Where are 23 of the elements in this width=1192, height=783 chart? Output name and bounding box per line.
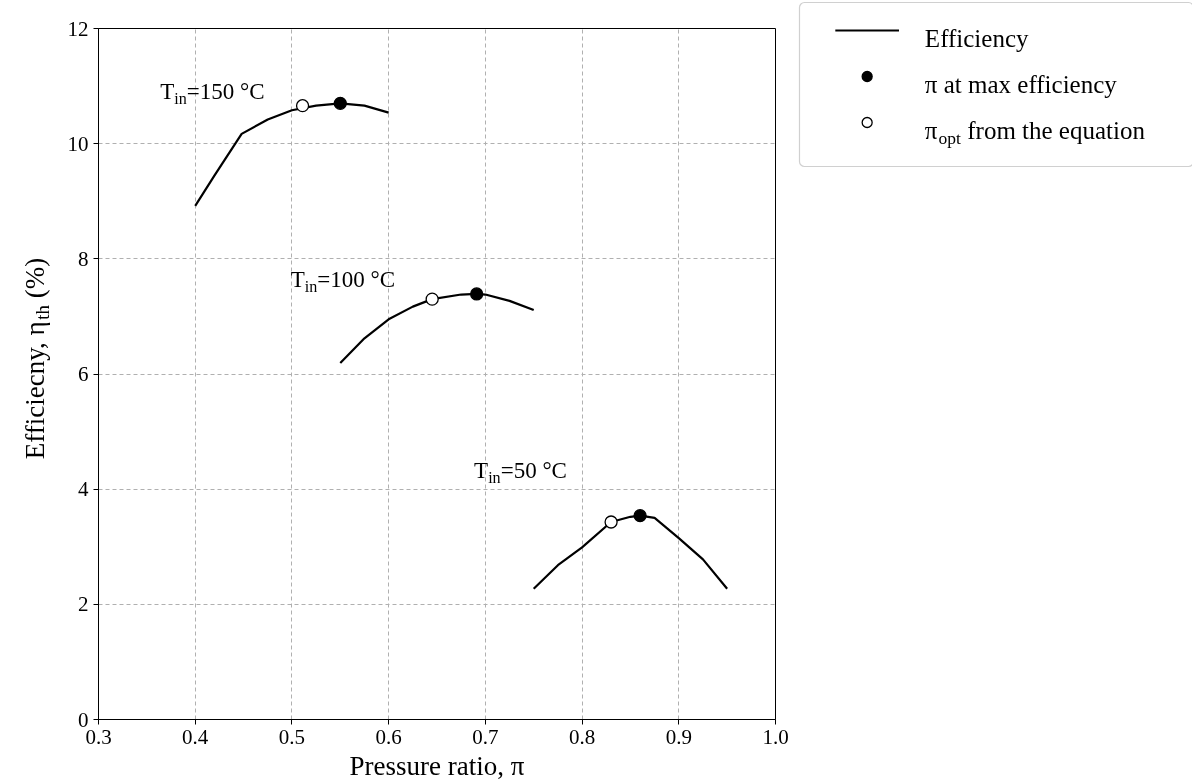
- x-tick-label: 1.0: [762, 724, 789, 749]
- y-tick-label: 12: [67, 16, 89, 41]
- point: [295, 99, 310, 113]
- x-tick-label: 0.8: [568, 724, 596, 749]
- x-tick-label: 0.5: [278, 724, 306, 749]
- point: [604, 515, 618, 529]
- legend-label: Efficiency: [924, 25, 1030, 52]
- y-tick-label: 4: [78, 477, 89, 502]
- x-tick-label: 0.9: [665, 724, 692, 749]
- point: [470, 287, 484, 301]
- point: [633, 509, 647, 523]
- x-tick-label: 0.6: [375, 724, 402, 749]
- point: [425, 292, 439, 306]
- y-tick-label: 6: [78, 362, 89, 386]
- x-tick-label: 0.7: [472, 724, 499, 749]
- y-tick-label: 2: [78, 592, 89, 617]
- x-axis-title: Pressure ratio, π: [349, 750, 525, 781]
- y-tick-label: 8: [78, 246, 89, 271]
- y-axis-title: Efficiecny, ηth (%): [19, 257, 54, 460]
- point: [333, 96, 347, 110]
- x-tick-label: 0.4: [182, 724, 209, 749]
- legend-label: π at max efficiency: [924, 71, 1118, 98]
- y-tick-label: 10: [67, 131, 89, 156]
